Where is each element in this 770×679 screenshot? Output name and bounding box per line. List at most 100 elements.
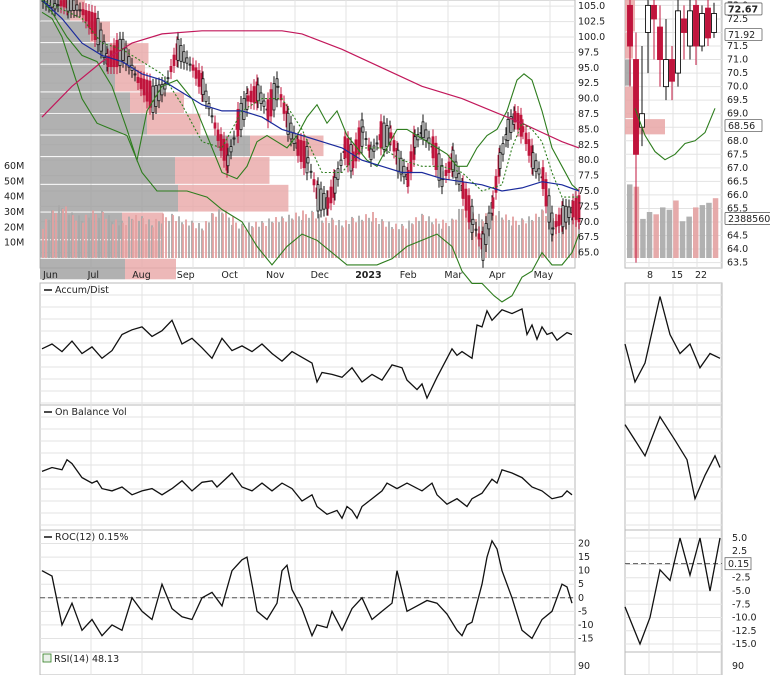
volume-bar	[182, 224, 184, 258]
obv-line	[41, 458, 573, 520]
volume-bar	[565, 221, 567, 258]
candle-body	[571, 200, 575, 218]
bollinger-upper-line	[41, 0, 580, 192]
candle-body	[372, 145, 376, 152]
candle-body	[399, 157, 403, 175]
candle-body	[564, 205, 568, 223]
side-volume-profile-bar	[625, 86, 633, 119]
side-volume-bar	[666, 209, 673, 258]
volume-profile-bar-red	[178, 184, 289, 212]
candle-body	[541, 167, 545, 190]
volume-bar	[72, 215, 74, 258]
volume-bar	[285, 221, 287, 258]
volume-bar	[245, 229, 247, 258]
volume-bar	[242, 225, 244, 258]
volume-tick-label: 30M	[4, 207, 24, 218]
volume-bar	[545, 215, 547, 258]
volume-bar	[218, 209, 220, 258]
price-badge-box	[724, 28, 763, 42]
volume-bar	[465, 206, 467, 258]
price-tick-label: 82.5	[578, 140, 599, 151]
price-tick-label: 75.0	[578, 186, 599, 197]
volume-bar	[322, 222, 324, 258]
volume-profile-bar-red	[125, 258, 176, 280]
month-label: May	[534, 270, 554, 281]
month-label: Mar	[444, 270, 462, 281]
candle-body	[66, 0, 70, 12]
side-candle-body	[633, 59, 639, 155]
volume-bar	[238, 228, 240, 258]
side-volume-bar	[679, 221, 686, 258]
price-tick-label: 95.0	[578, 63, 599, 74]
candle-body	[172, 54, 176, 67]
side-bollinger-lower-line	[634, 108, 716, 161]
side-price-tick-label: 69.5	[727, 95, 748, 106]
side-accum-dist-line	[624, 296, 721, 384]
side-roc-line	[624, 537, 721, 646]
volume-bar	[132, 219, 134, 258]
candle-body	[115, 39, 119, 68]
candle-body	[148, 80, 152, 108]
side-volume-bar	[673, 200, 679, 258]
side-volume-bar	[699, 205, 706, 258]
candle-body	[232, 137, 236, 140]
volume-bar	[148, 219, 150, 258]
side-date-label: 8	[647, 270, 653, 281]
candle-body	[567, 206, 571, 218]
candle-body	[81, 9, 85, 16]
candle-body	[382, 122, 386, 150]
price-tick-label: 65.0	[578, 248, 599, 259]
volume-bar	[312, 212, 314, 258]
candle-body	[319, 188, 323, 211]
volume-profile-bar	[40, 157, 175, 184]
candle-body	[93, 12, 97, 40]
volume-profile-bar-red	[147, 113, 201, 135]
volume-bar	[215, 216, 217, 258]
side-volume-bar	[627, 184, 633, 258]
candle-body	[191, 64, 195, 71]
price-badge-label: 72.67	[728, 4, 758, 15]
price-badge-label: 2388560	[728, 214, 770, 225]
side-roc-tick-label: -10.0	[732, 613, 757, 624]
volume-bar	[288, 214, 290, 258]
volume-bar	[515, 220, 517, 258]
volume-bar	[175, 221, 177, 258]
volume-bar	[522, 219, 524, 258]
side-price-tick-label: 71.5	[727, 41, 748, 52]
candle-body	[447, 161, 451, 173]
volume-bar	[468, 213, 470, 258]
candle-body	[551, 227, 555, 230]
volume-bar	[562, 218, 564, 258]
volume-bar	[435, 218, 437, 258]
month-label: Dec	[311, 270, 329, 281]
price-tick-label: 97.5	[578, 47, 599, 58]
month-label: Aug	[132, 270, 151, 281]
price-tick-label: 90.0	[578, 94, 599, 105]
candle-body	[574, 197, 578, 220]
volume-bar	[432, 224, 434, 258]
volume-bar	[418, 220, 420, 258]
side-volume-bar	[646, 212, 653, 258]
roc-tick-label: 5	[578, 579, 584, 590]
volume-bar	[448, 226, 450, 258]
volume-bar	[325, 217, 327, 258]
candle-body	[474, 228, 478, 231]
candle-body	[392, 140, 396, 152]
volume-bar	[198, 223, 200, 258]
candle-body	[402, 165, 406, 178]
volume-bar	[358, 215, 360, 258]
side-candle-body	[639, 113, 645, 128]
candle-body	[219, 134, 223, 151]
price-tick-label: 80.0	[578, 155, 599, 166]
volume-bar	[222, 213, 224, 258]
volume-profile-bar-red	[175, 157, 270, 184]
side-price-tick-label: 66.5	[727, 176, 748, 187]
price-badge-box	[724, 119, 763, 133]
volume-bar	[92, 210, 94, 258]
volume-bar	[348, 223, 350, 258]
price-tick-label: 100.0	[578, 32, 605, 43]
volume-bar	[472, 213, 474, 258]
price-badge-box	[724, 2, 763, 16]
candle-body	[481, 233, 485, 261]
volume-bar	[228, 217, 230, 258]
